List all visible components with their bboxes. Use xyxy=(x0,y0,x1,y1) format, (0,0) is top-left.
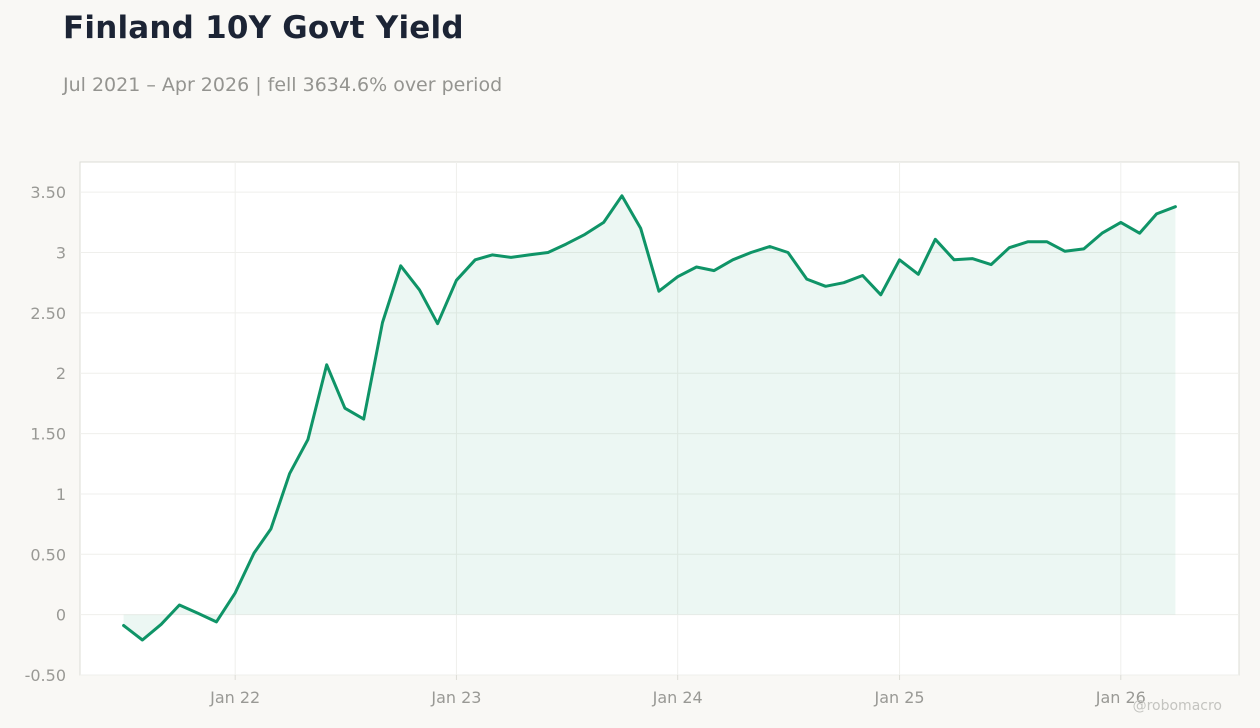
data-point xyxy=(861,274,864,277)
data-point xyxy=(584,233,587,236)
y-axis: -0.50 0 0.50 1 1.50 2 2.50 3 3.50 xyxy=(25,183,66,685)
data-point xyxy=(418,289,421,292)
area-fill xyxy=(123,195,1176,641)
data-point xyxy=(731,258,734,261)
data-point xyxy=(288,472,291,475)
x-tick-label: Jan 24 xyxy=(652,688,703,707)
data-point xyxy=(510,256,513,259)
y-tick-label: 0 xyxy=(56,606,66,625)
data-point xyxy=(1174,205,1177,208)
data-point xyxy=(344,407,347,410)
data-point xyxy=(658,290,661,293)
data-point xyxy=(197,612,200,615)
data-point xyxy=(270,528,273,531)
data-point xyxy=(565,243,568,246)
watermark: @robomacro xyxy=(1132,698,1222,714)
grid-lines xyxy=(80,162,1239,676)
data-point xyxy=(253,552,256,555)
data-point xyxy=(215,621,218,624)
data-point xyxy=(178,604,181,607)
plot-area xyxy=(79,161,1240,676)
y-tick-label: 1.50 xyxy=(30,425,66,444)
data-point xyxy=(713,269,716,272)
data-point xyxy=(1064,250,1067,253)
chart-subtitle: Jul 2021 – Apr 2026 | fell 3634.6% over … xyxy=(63,74,503,96)
data-point xyxy=(491,254,494,257)
data-point xyxy=(325,363,328,366)
data-point xyxy=(805,278,808,281)
y-tick-label: 1 xyxy=(56,485,66,504)
data-point xyxy=(455,279,458,282)
data-point xyxy=(528,254,531,257)
data-point xyxy=(547,251,550,254)
x-tick-label: Jan 25 xyxy=(873,688,924,707)
data-point xyxy=(824,285,827,288)
data-point xyxy=(307,438,310,441)
data-point xyxy=(621,194,624,197)
data-point xyxy=(122,624,125,627)
data-point xyxy=(898,258,901,261)
data-point xyxy=(1138,232,1141,235)
data-point xyxy=(474,258,477,261)
data-point xyxy=(917,273,920,276)
data-point xyxy=(1027,240,1030,243)
data-point xyxy=(234,592,237,595)
y-tick-label: 3 xyxy=(56,244,66,263)
data-point xyxy=(160,623,163,626)
data-point xyxy=(1082,248,1085,251)
x-axis: Jan 22 Jan 23 Jan 24 Jan 25 Jan 26 xyxy=(209,675,1146,707)
data-point xyxy=(990,263,993,266)
data-point xyxy=(602,221,605,224)
data-point xyxy=(971,257,974,260)
y-tick-label: 2 xyxy=(56,364,66,383)
data-point xyxy=(768,245,771,248)
y-tick-label: 3.50 xyxy=(30,183,66,202)
y-tick-label: -0.50 xyxy=(25,666,66,685)
data-point xyxy=(953,258,956,261)
y-tick-label: 2.50 xyxy=(30,304,66,323)
data-point xyxy=(750,251,753,254)
chart-title: Finland 10Y Govt Yield xyxy=(63,10,464,46)
data-point xyxy=(879,293,882,296)
data-point xyxy=(1155,213,1158,216)
data-point xyxy=(362,418,365,421)
data-point xyxy=(436,322,439,325)
data-point xyxy=(1045,240,1048,243)
data-point xyxy=(1101,232,1104,235)
x-tick-label: Jan 22 xyxy=(209,688,260,707)
data-point xyxy=(1008,246,1011,249)
data-point xyxy=(676,275,679,278)
data-point xyxy=(1119,221,1122,224)
data-point xyxy=(639,227,642,230)
data-point xyxy=(695,266,698,269)
data-point xyxy=(934,238,937,241)
yield-line xyxy=(122,194,1177,642)
x-tick-label: Jan 23 xyxy=(430,688,481,707)
data-point xyxy=(381,321,384,324)
data-point xyxy=(787,251,790,254)
data-point xyxy=(842,281,845,284)
x-tick-label: Jan 26 xyxy=(1095,688,1146,707)
y-tick-label: 0.50 xyxy=(30,545,66,564)
data-point xyxy=(141,639,144,642)
data-point xyxy=(399,264,402,267)
